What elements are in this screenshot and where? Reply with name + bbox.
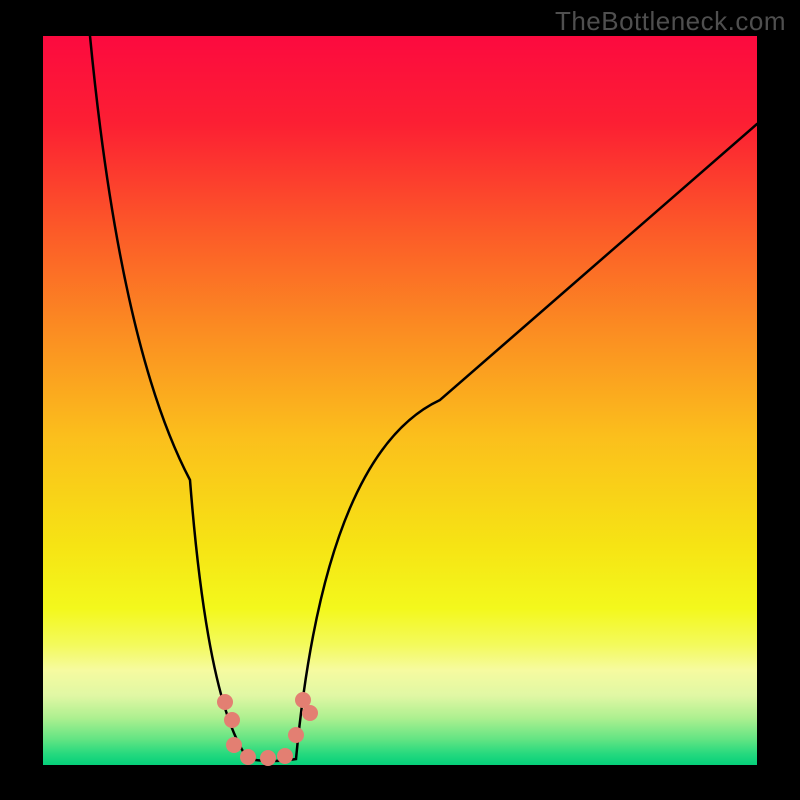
plot-area: [43, 36, 757, 765]
marker-point: [240, 749, 256, 765]
marker-point: [260, 750, 276, 766]
chart-container: TheBottleneck.com: [0, 0, 800, 800]
marker-point: [226, 737, 242, 753]
marker-point: [217, 694, 233, 710]
marker-point: [224, 712, 240, 728]
watermark-text: TheBottleneck.com: [555, 6, 786, 37]
marker-point: [277, 748, 293, 764]
chart-svg: [0, 0, 800, 800]
marker-point: [302, 705, 318, 721]
marker-point: [288, 727, 304, 743]
